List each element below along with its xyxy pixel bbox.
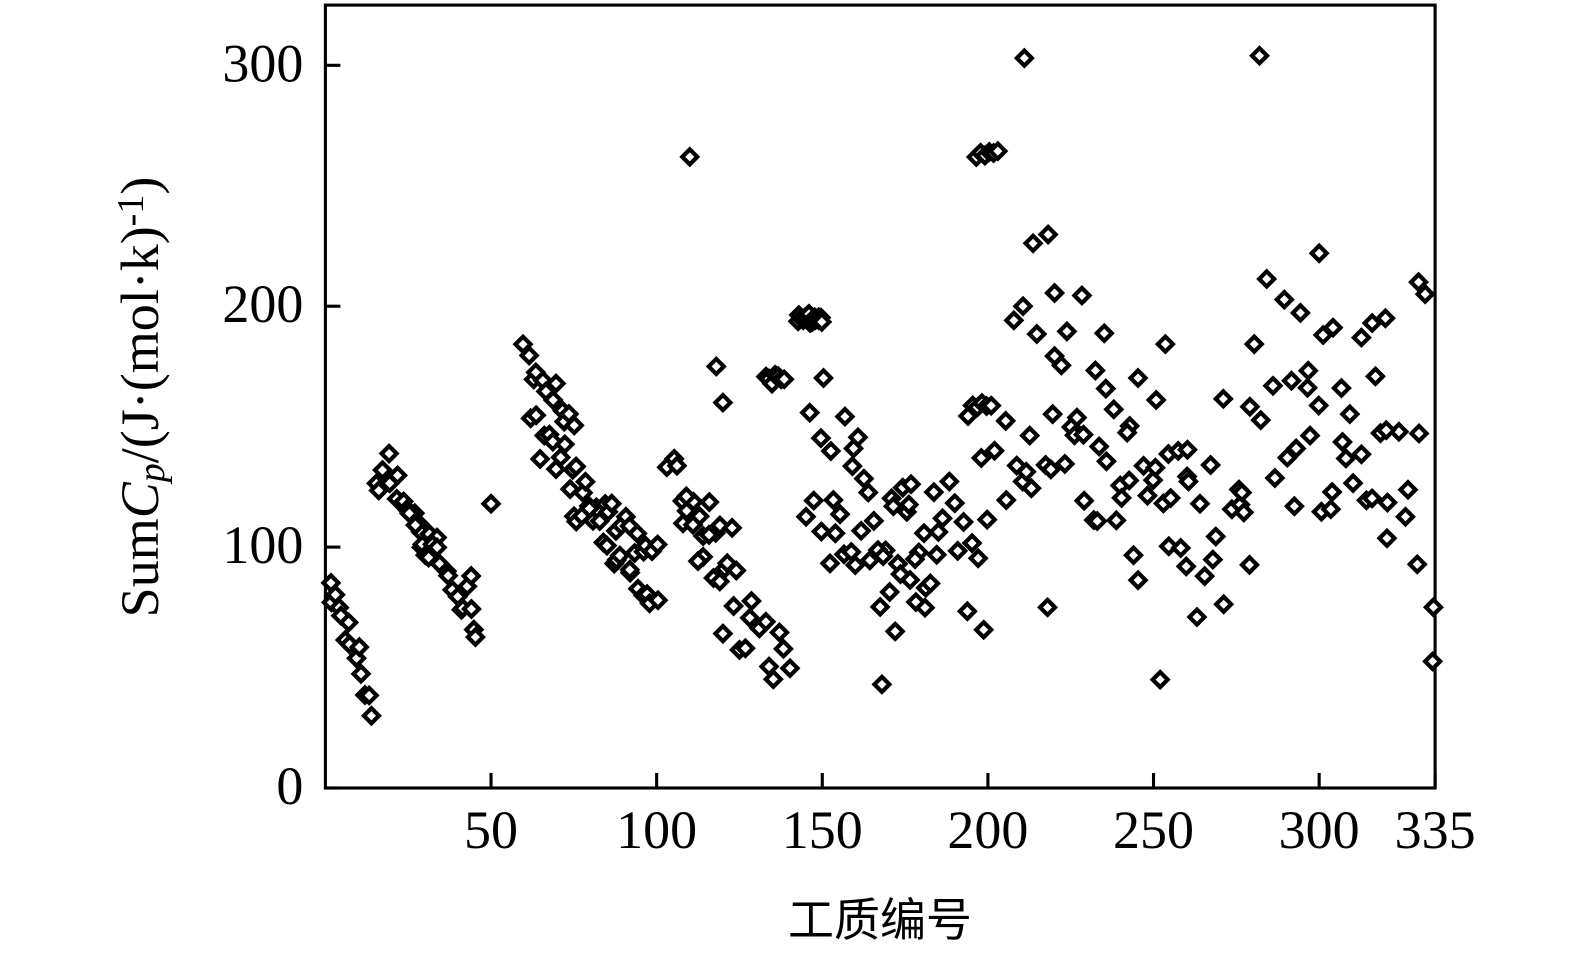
svg-text:335: 335 [1395, 800, 1476, 860]
svg-text:100: 100 [616, 800, 697, 860]
svg-text:200: 200 [947, 800, 1028, 860]
svg-text:150: 150 [782, 800, 863, 860]
svg-text:200: 200 [222, 274, 303, 334]
svg-text:300: 300 [222, 33, 303, 93]
svg-text:300: 300 [1279, 800, 1360, 860]
svg-text:100: 100 [222, 515, 303, 575]
svg-text:50: 50 [464, 800, 518, 860]
svg-text:工质编号: 工质编号 [788, 895, 972, 946]
svg-text:SumCp/(J·(mol·k)-1): SumCp/(J·(mol·k)-1) [110, 177, 173, 618]
svg-text:0: 0 [276, 756, 303, 816]
svg-text:250: 250 [1113, 800, 1194, 860]
